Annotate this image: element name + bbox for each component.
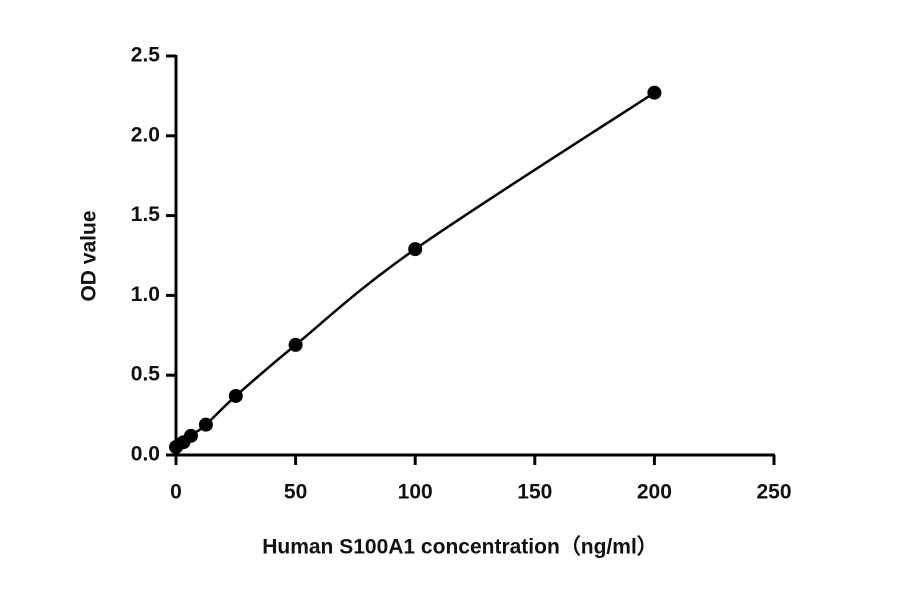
data-point bbox=[647, 85, 662, 100]
x-tick-label: 150 bbox=[517, 481, 552, 504]
x-tick-label: 100 bbox=[398, 481, 433, 504]
x-tick-label: 50 bbox=[284, 481, 307, 504]
y-tick-label: 2.0 bbox=[131, 123, 160, 146]
data-point bbox=[408, 242, 423, 257]
x-tick-label: 250 bbox=[756, 481, 791, 504]
x-tick-label: 200 bbox=[637, 481, 672, 504]
x-axis-label: Human S100A1 concentration（ng/ml） bbox=[262, 535, 658, 559]
y-axis-label: OD value bbox=[78, 210, 101, 301]
y-tick-label: 0.0 bbox=[131, 443, 160, 466]
y-tick-label: 1.5 bbox=[131, 203, 161, 226]
data-point bbox=[198, 417, 213, 432]
y-tick-label: 0.5 bbox=[131, 363, 161, 386]
data-point bbox=[228, 388, 243, 403]
data-point bbox=[288, 337, 303, 352]
fit-curve bbox=[175, 91, 656, 449]
y-tick-label: 1.0 bbox=[131, 283, 160, 306]
y-tick-label: 2.5 bbox=[131, 44, 161, 67]
x-tick-label: 0 bbox=[170, 481, 182, 504]
data-point bbox=[183, 428, 198, 443]
